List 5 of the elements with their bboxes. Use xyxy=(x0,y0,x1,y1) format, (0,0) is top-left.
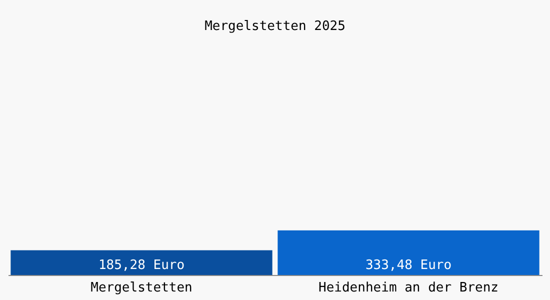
x-tick-label: Heidenheim an der Brenz xyxy=(318,280,499,296)
data-label: 185,28 Euro xyxy=(98,258,185,273)
data-label: 333,48 Euro xyxy=(365,258,452,273)
x-tick-label: Mergelstetten xyxy=(90,280,192,296)
chart-title: Mergelstetten 2025 xyxy=(204,19,346,34)
